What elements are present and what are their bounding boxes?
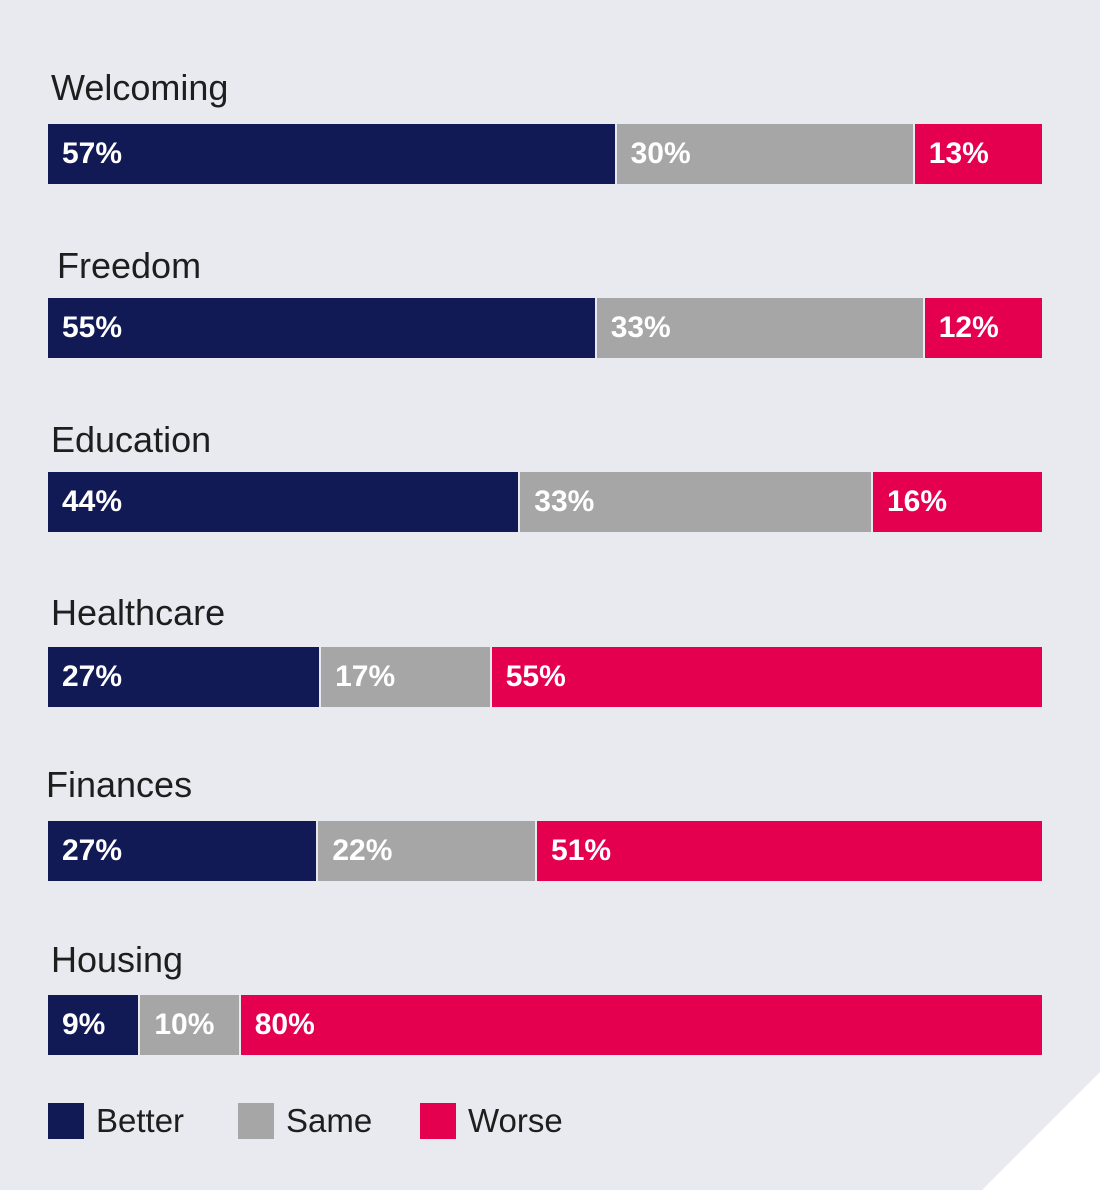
legend-item-same: Same (238, 1102, 372, 1140)
data-label: 12% (938, 311, 999, 344)
bar-segment-worse-welcoming: 13% (912, 124, 1042, 184)
bar-segment-worse-finances: 51% (535, 821, 1042, 881)
legend-swatch-better (48, 1103, 84, 1139)
bar-segment-worse-freedom: 12% (922, 298, 1042, 358)
legend-label-better: Better (96, 1102, 185, 1139)
stacked-bar-freedom: 55% 33% 12% (48, 298, 1042, 358)
bar-segment-same-education: 33% (518, 472, 871, 532)
data-label: 27% (62, 660, 123, 693)
legend-item-better: Better (48, 1102, 184, 1140)
legend-swatch-same (238, 1103, 274, 1139)
data-label: 44% (62, 485, 123, 518)
legend-item-worse: Worse (420, 1102, 563, 1140)
bar-segment-same-housing: 10% (138, 995, 239, 1055)
bar-segment-same-welcoming: 30% (614, 124, 913, 184)
bar-segment-same-freedom: 33% (594, 298, 923, 358)
stacked-bar-housing: 9% 10% 80% (48, 995, 1042, 1055)
bar-segment-better-freedom: 55% (48, 298, 595, 358)
category-label-welcoming: Welcoming (51, 67, 229, 108)
data-label: 33% (610, 311, 671, 344)
stacked-bar-finances: 27% 22% 51% (48, 821, 1042, 881)
bar-segment-better-housing: 9% (48, 995, 139, 1055)
data-label: 10% (154, 1008, 215, 1041)
bar-segment-same-finances: 22% (316, 821, 536, 881)
stacked-bar-education: 44% 33% 16% (48, 472, 1042, 532)
data-label: 13% (928, 137, 989, 170)
data-label: 22% (332, 834, 393, 867)
bar-segment-better-finances: 27% (48, 821, 317, 881)
data-label: 55% (62, 311, 123, 344)
data-label: 57% (62, 137, 123, 170)
bar-segment-worse-healthcare: 55% (489, 647, 1042, 707)
bar-segment-worse-housing: 80% (238, 995, 1042, 1055)
category-label-education: Education (51, 419, 212, 460)
data-label: 9% (62, 1008, 106, 1041)
category-label-housing: Housing (51, 939, 184, 980)
legend-label-same: Same (286, 1102, 373, 1139)
data-label: 17% (335, 660, 396, 693)
category-label-healthcare: Healthcare (51, 592, 226, 633)
bar-segment-worse-education: 16% (870, 472, 1042, 532)
data-label: 16% (886, 485, 948, 518)
legend-swatch-worse (420, 1103, 456, 1139)
data-label: 33% (534, 485, 595, 518)
category-label-freedom: Freedom (57, 245, 202, 286)
category-label-finances: Finances (46, 764, 193, 805)
bar-segment-same-healthcare: 17% (319, 647, 490, 707)
stacked-bar-welcoming: 57% 30% 13% (48, 124, 1042, 184)
stacked-bar-healthcare: 27% 17% 55% (48, 647, 1042, 707)
data-label: 27% (62, 834, 123, 867)
bar-segment-better-education: 44% (48, 472, 519, 532)
data-label: 55% (505, 660, 566, 693)
bar-segment-better-healthcare: 27% (48, 647, 320, 707)
data-label: 51% (551, 834, 612, 867)
legend-label-worse: Worse (468, 1102, 563, 1139)
data-label: 80% (254, 1008, 315, 1041)
bar-segment-better-welcoming: 57% (48, 124, 615, 184)
data-label: 30% (630, 137, 691, 170)
